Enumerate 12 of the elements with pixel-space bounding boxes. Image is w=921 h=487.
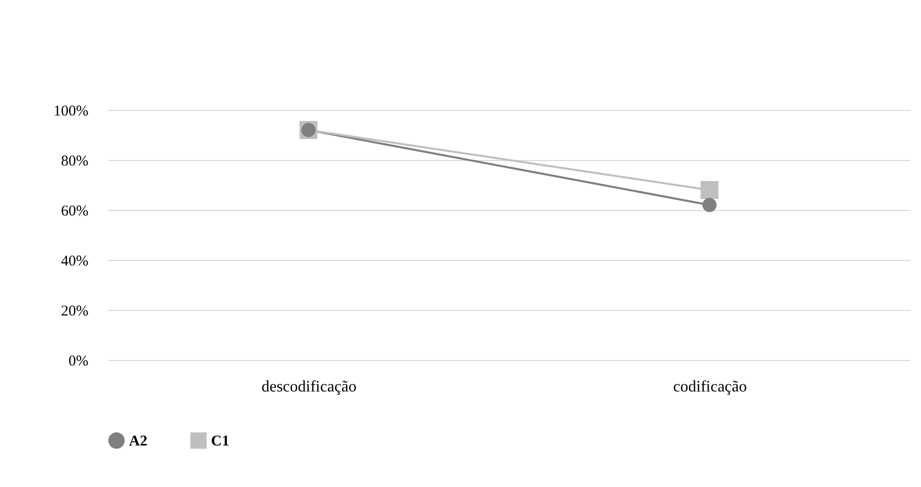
y-tick-label: 0% <box>68 354 88 370</box>
y-tick-label: 60% <box>61 204 88 220</box>
x-tick-label: codificação <box>673 378 747 396</box>
legend-label: A2 <box>129 434 148 450</box>
legend-label: C1 <box>211 434 230 450</box>
y-tick-label: 80% <box>61 154 88 170</box>
point <box>702 198 717 212</box>
y-tick-label: 100% <box>54 104 88 120</box>
x-tick-label: descodificação <box>261 378 357 396</box>
y-tick-label: 40% <box>61 254 88 270</box>
point <box>700 181 718 199</box>
y-tick-label: 20% <box>61 304 88 320</box>
